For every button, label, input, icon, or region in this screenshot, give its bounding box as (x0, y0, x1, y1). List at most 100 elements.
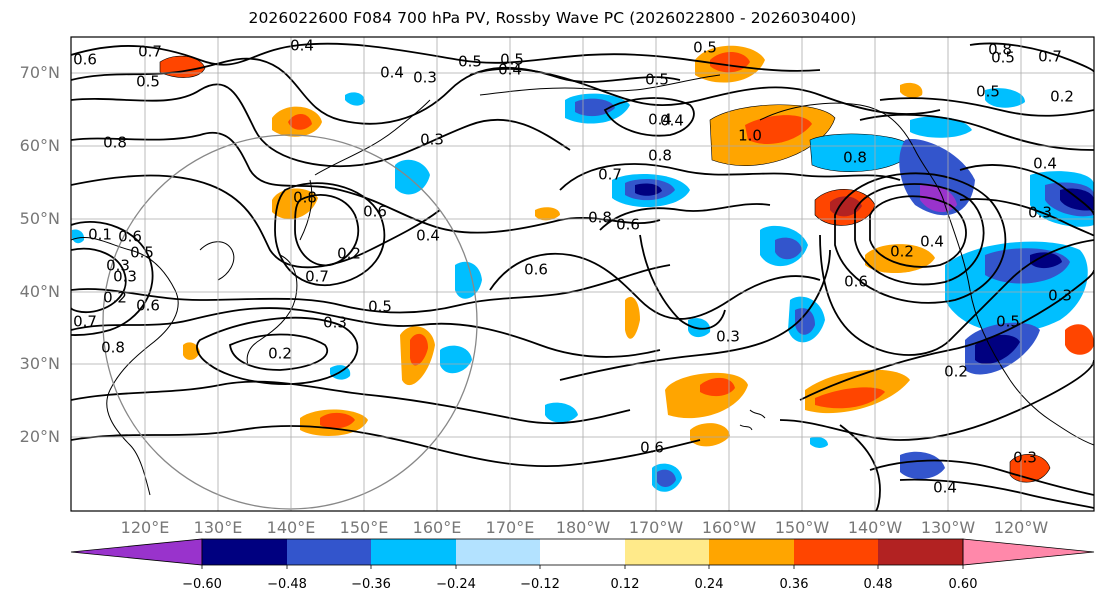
map-title: 2026022600 F084 700 hPa PV, Rossby Wave … (248, 9, 857, 27)
contour-label: 0.8 (293, 189, 317, 207)
pv-contour (71, 221, 154, 336)
pv-contour (71, 425, 701, 468)
anomaly-negative (900, 451, 945, 480)
pv-contour (274, 182, 386, 286)
anomaly-negative (688, 318, 711, 338)
pv-contour (959, 198, 1094, 237)
longitude-label: 150°E (339, 518, 389, 537)
latitude-label: 70°N (19, 63, 60, 82)
pv-contour (839, 424, 881, 511)
contour-label: 0.4 (380, 64, 404, 82)
colorbar-tick-label: −0.24 (436, 577, 476, 592)
contour-label: 0.4 (920, 233, 944, 251)
colorbar-tick-label: 0.36 (779, 577, 809, 592)
coastline-kamchatka (314, 99, 431, 176)
coastline-sakhalin (299, 179, 313, 241)
pv-contour (71, 264, 671, 314)
contour-label: 0.4 (416, 227, 440, 245)
colorbar-segment (456, 539, 540, 565)
pv-contour (489, 252, 821, 320)
anomaly-negative (455, 261, 482, 299)
contour-label: 0.5 (458, 53, 482, 71)
pv-contour (819, 234, 1094, 356)
contour-label: 0.3 (1048, 287, 1072, 305)
pv-contour (834, 172, 1007, 304)
anomaly-positive (410, 333, 428, 366)
contour-label: 0.5 (130, 244, 154, 262)
pv-contour (71, 83, 571, 168)
coastline-hawaii (739, 409, 766, 431)
anomaly-negative (975, 334, 1020, 364)
anomaly-negative (810, 436, 828, 448)
contour-label: 0.2 (103, 289, 127, 307)
colorbar (70, 538, 1095, 569)
pv-contours (71, 42, 1094, 511)
anomaly-negative (985, 88, 1025, 108)
pv-contour (71, 380, 631, 425)
pv-contour (779, 359, 1094, 441)
latitude-label: 20°N (19, 427, 60, 446)
anomaly-positive (272, 188, 318, 220)
contour-label: 0.5 (693, 39, 717, 57)
pv-contour (71, 42, 821, 72)
pv-contour (559, 163, 901, 191)
contour-label: 0.6 (524, 261, 548, 279)
colorbar-extend-low (70, 538, 203, 566)
colorbar-segment (878, 539, 963, 565)
anomaly-positive (700, 377, 735, 397)
contour-label: 0.3 (420, 131, 444, 149)
contour-label: 0.2 (268, 345, 292, 363)
anomaly-positive (1065, 324, 1094, 355)
contour-label: 0.5 (645, 71, 669, 89)
contour-label: 0.5 (976, 83, 1000, 101)
pv-contour (603, 97, 695, 137)
contour-label: 0.6 (616, 216, 640, 234)
colorbar-segment (625, 539, 709, 565)
contour-label: 0.4 (660, 112, 684, 130)
anomaly-positive (830, 196, 862, 217)
contour-label: 0.8 (843, 149, 867, 167)
contour-label: 0.7 (73, 313, 97, 331)
anomaly-positive (535, 207, 560, 221)
anomaly-positive (320, 412, 355, 429)
colorbar-segment (371, 539, 456, 565)
longitude-label: 140°E (266, 518, 316, 537)
colorbar-extend-high (962, 538, 1095, 566)
coastline-na-west (759, 102, 1011, 381)
contour-label: 0.6 (136, 297, 160, 315)
latitude-label: 60°N (19, 136, 60, 155)
anomaly-negative (775, 237, 802, 260)
contour-label: 0.7 (305, 268, 329, 286)
anomaly-negative (657, 469, 676, 487)
contour-label: 0.6 (73, 51, 97, 69)
contour-label: 0.2 (944, 363, 968, 381)
range-circle (102, 134, 478, 510)
colorbar-border (201, 538, 964, 566)
pv-contour (969, 42, 1094, 73)
pv-contour (959, 164, 1094, 216)
contour-label: 0.5 (996, 313, 1020, 331)
contour-label: 0.5 (991, 49, 1015, 67)
contour-label: 0.8 (648, 147, 672, 165)
colorbar-tick-label: −0.36 (351, 577, 391, 592)
contour-label: 0.3 (716, 328, 740, 346)
anomaly-negative (795, 308, 815, 335)
contour-label: 0.6 (118, 228, 142, 246)
contour-label: 0.6 (640, 439, 664, 457)
longitude-label: 120°W (993, 518, 1049, 537)
pv-contour (71, 57, 681, 125)
colorbar-segment (794, 539, 878, 565)
colorbar-segment (540, 539, 625, 565)
anomaly-negative (545, 402, 578, 423)
coastline-asia (71, 236, 179, 496)
colorbar-tick-label: −0.60 (182, 577, 222, 592)
contour-label: 0.1 (88, 226, 112, 244)
coastlines (71, 74, 1094, 496)
longitude-label: 120°E (120, 518, 170, 537)
anomaly-positive (745, 115, 812, 145)
pv-contour (599, 203, 771, 231)
longitude-label: 130°E (193, 518, 243, 537)
contour-label: 0.7 (138, 43, 162, 61)
contour-label: 0.3 (106, 257, 130, 275)
anomaly-positive (865, 244, 935, 274)
